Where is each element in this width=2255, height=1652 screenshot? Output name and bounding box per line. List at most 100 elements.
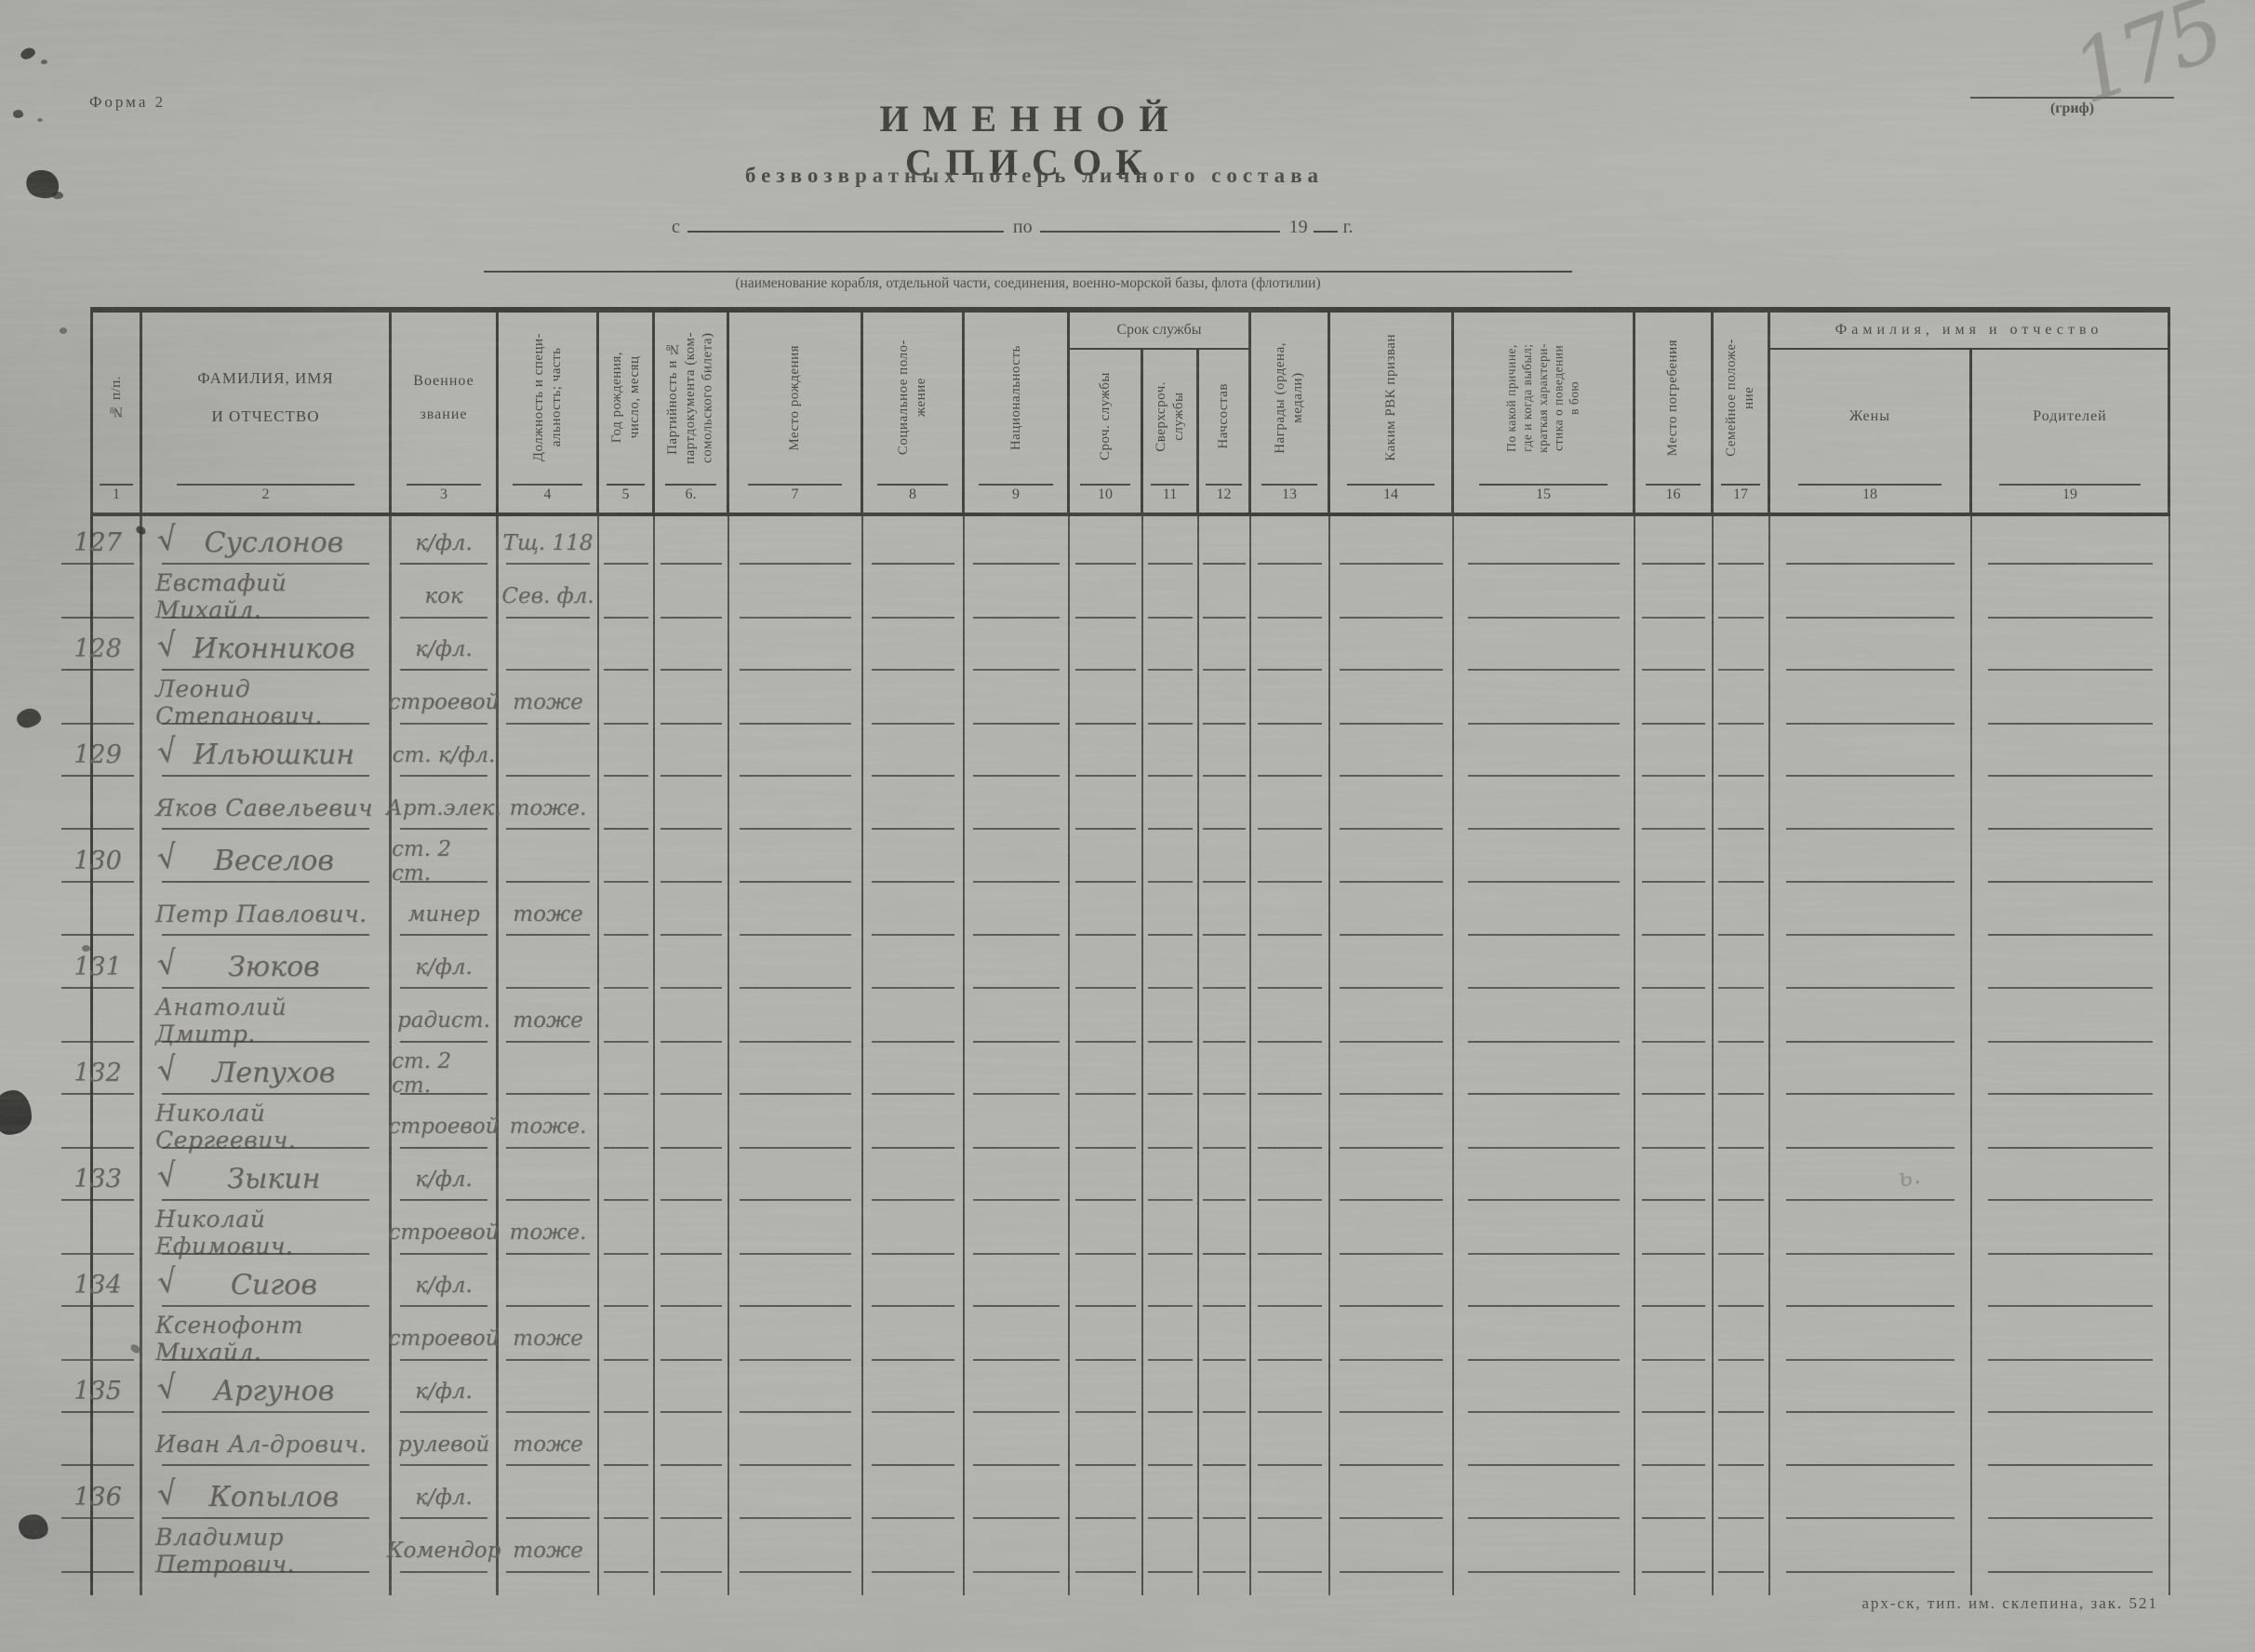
cell-underline bbox=[1786, 1517, 1955, 1519]
patronymic: Ксенофонт Михайл. bbox=[155, 1312, 303, 1366]
cell-underline bbox=[1786, 723, 1955, 725]
cell-underline bbox=[1147, 1464, 1194, 1466]
cell-col1: 136 bbox=[61, 1471, 142, 1524]
cell-underline bbox=[1468, 1464, 1620, 1466]
cell-col18 bbox=[1770, 1365, 1972, 1418]
cell-col17 bbox=[1714, 781, 1770, 834]
cell-underline bbox=[1203, 1041, 1246, 1043]
cell-underline bbox=[740, 775, 851, 777]
cell-col11 bbox=[1143, 622, 1199, 675]
cell-underline bbox=[1340, 669, 1443, 671]
cell-col19 bbox=[1972, 516, 2170, 569]
cell-underline bbox=[1641, 1359, 1706, 1361]
cell-col4: тоже bbox=[499, 887, 599, 940]
cell-col6 bbox=[655, 781, 729, 834]
cell-underline bbox=[1147, 563, 1194, 565]
cell-col8 bbox=[863, 1046, 965, 1099]
cell-col18 bbox=[1770, 993, 1972, 1047]
tick-rule bbox=[1478, 484, 1608, 486]
cell-col5 bbox=[599, 834, 655, 887]
cell-underline bbox=[871, 669, 955, 671]
cell-col12 bbox=[1199, 781, 1251, 834]
cell-col13 bbox=[1251, 834, 1330, 887]
cell-underline bbox=[740, 1411, 851, 1413]
unit-entry: тоже bbox=[513, 690, 583, 714]
cell-underline bbox=[1641, 1305, 1706, 1307]
cell-col19 bbox=[1972, 1312, 2170, 1366]
cell-underline bbox=[871, 828, 955, 830]
cell-col3: к/фл. bbox=[392, 940, 499, 993]
cell-col11 bbox=[1143, 1206, 1199, 1259]
cell-underline bbox=[1257, 1571, 1323, 1573]
cell-underline bbox=[1786, 669, 1955, 671]
cell-col17 bbox=[1714, 675, 1770, 729]
cell-underline bbox=[1987, 1147, 2154, 1149]
cell-underline bbox=[1257, 1305, 1323, 1307]
cell-underline bbox=[1075, 1093, 1136, 1095]
cell-col3: ст. 2 ст. bbox=[392, 1046, 499, 1099]
ink-blob bbox=[0, 1090, 32, 1135]
cell-underline bbox=[1075, 669, 1136, 671]
cell-underline bbox=[1641, 617, 1706, 619]
cell-underline bbox=[1786, 1093, 1955, 1095]
cell-underline bbox=[61, 934, 134, 936]
cell-underline bbox=[399, 1464, 488, 1466]
cell-col15 bbox=[1454, 1365, 1635, 1418]
col-number: 5 bbox=[621, 486, 630, 502]
cell-underline bbox=[399, 1199, 488, 1201]
cell-underline bbox=[162, 1464, 369, 1466]
cell-underline bbox=[972, 1517, 1061, 1519]
record-number: 131 bbox=[73, 953, 122, 981]
cell-underline bbox=[1717, 1517, 1765, 1519]
cell-col7 bbox=[729, 728, 863, 781]
cell-underline bbox=[1987, 723, 2154, 725]
cell-underline bbox=[1075, 1199, 1136, 1201]
cell-underline bbox=[603, 723, 649, 725]
cell-underline bbox=[1717, 617, 1765, 619]
cell-underline bbox=[660, 1147, 722, 1149]
cell-col4: тоже. bbox=[499, 781, 599, 834]
ink-blob bbox=[17, 1512, 50, 1542]
rank-entry: кок bbox=[424, 584, 463, 608]
cell-underline bbox=[1641, 1411, 1706, 1413]
cell-underline bbox=[1468, 881, 1620, 883]
cell-underline bbox=[1987, 881, 2154, 883]
cell-col8 bbox=[863, 516, 965, 569]
col-header-18: Жены bbox=[1770, 350, 1972, 483]
cell-col12 bbox=[1199, 1418, 1251, 1471]
patronymic: Петр Павлович. bbox=[155, 900, 367, 927]
cell-underline bbox=[1641, 1041, 1706, 1043]
rank-entry: к/фл. bbox=[415, 530, 473, 555]
cell-underline bbox=[603, 1571, 649, 1573]
handwritten-page-number: 175 bbox=[2060, 0, 2232, 124]
cell-underline bbox=[972, 617, 1061, 619]
cell-underline bbox=[61, 1199, 134, 1201]
cell-underline bbox=[61, 723, 134, 725]
cell-col13 bbox=[1251, 622, 1330, 675]
cell-col7 bbox=[729, 834, 863, 887]
cell-underline bbox=[1203, 1411, 1246, 1413]
cell-col2: Анатолий Дмитр. bbox=[142, 993, 392, 1047]
cell-underline bbox=[1987, 617, 2154, 619]
cell-underline bbox=[1147, 723, 1194, 725]
cell-underline bbox=[603, 828, 649, 830]
surname: Зюков bbox=[228, 951, 320, 983]
cell-underline bbox=[1641, 723, 1706, 725]
cell-underline bbox=[1147, 669, 1194, 671]
cell-col1 bbox=[61, 569, 142, 623]
ink-blob bbox=[60, 327, 67, 334]
cell-col15 bbox=[1454, 1524, 1635, 1578]
cell-col17 bbox=[1714, 1152, 1770, 1206]
cell-underline bbox=[603, 987, 649, 989]
cell-col9 bbox=[965, 569, 1070, 623]
table-row: 135 √ Аргунов к/фл. bbox=[61, 1365, 2170, 1418]
cell-col17 bbox=[1714, 887, 1770, 940]
checkmark: √ bbox=[154, 1473, 180, 1513]
cell-underline bbox=[1987, 828, 2154, 830]
cell-underline bbox=[972, 987, 1061, 989]
col-label: Родителей bbox=[2033, 407, 2107, 424]
cell-col19 bbox=[1972, 1259, 2170, 1312]
cell-underline bbox=[1340, 987, 1443, 989]
cell-underline bbox=[1468, 1571, 1620, 1573]
cell-col9 bbox=[965, 1046, 1070, 1099]
